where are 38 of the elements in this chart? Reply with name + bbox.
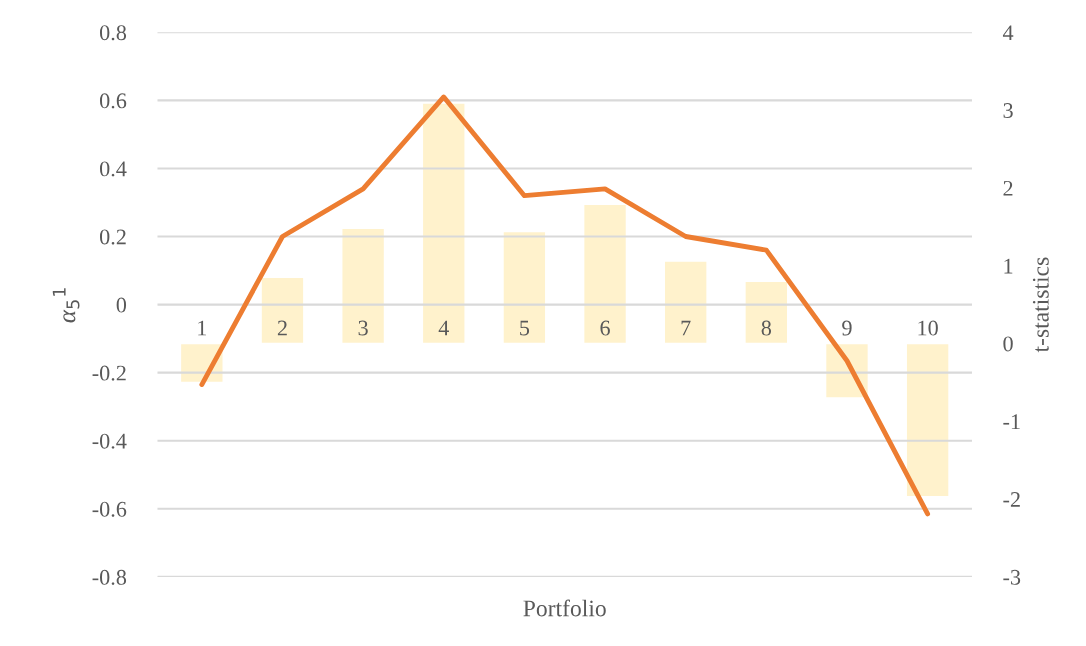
y-tick-label: 0.6: [99, 93, 127, 109]
y-tick-label: -0.4: [92, 433, 127, 449]
bar: [260, 276, 305, 345]
y-tick-label: 0.4: [99, 161, 127, 177]
x-tick-label: 2: [277, 320, 287, 336]
y2-tick-label: 4: [1002, 25, 1014, 41]
y2-tick-label: 1: [1004, 258, 1013, 274]
x-tick-label: 8: [761, 320, 772, 336]
x-tick-label: 4: [438, 320, 449, 336]
bar: [341, 227, 386, 345]
y-tick-label: -0.6: [92, 501, 127, 517]
x-tick-label: 5: [520, 320, 530, 336]
y-tick-label: -0.8: [92, 569, 127, 585]
bar: [421, 102, 466, 345]
y2-tick-label: 0: [1003, 336, 1013, 352]
bar: [582, 203, 628, 345]
x-tick-label: 3: [358, 320, 368, 336]
y-tick-label: 0.2: [99, 229, 126, 245]
y-tick-label: 0: [116, 297, 127, 313]
y2-tick-label: -1: [1003, 414, 1020, 429]
x-tick-label: 7: [681, 320, 691, 336]
y-tick-label: 0.8: [99, 25, 127, 41]
x-tick-label: 10: [918, 320, 938, 336]
y2-tick-label: 2: [1003, 180, 1013, 196]
y2-tick-label: 3: [1003, 103, 1013, 119]
x-tick-label: 6: [600, 320, 610, 336]
bar: [744, 280, 789, 345]
y-axis-title: α$_{5}$$^{1}$: [52, 288, 80, 323]
bar: [663, 260, 708, 345]
bar: [905, 342, 950, 498]
x-tick-label: 9: [842, 320, 852, 336]
x-tick-label: 1: [198, 320, 207, 336]
bar: [502, 230, 547, 345]
y-tick-label: -0.2: [92, 365, 126, 381]
y2-tick-label: -2: [1003, 492, 1020, 507]
y2-axis-title: t-statistics: [1032, 257, 1049, 353]
x-axis-title: Portfolio: [523, 599, 606, 617]
y2-tick-label: -3: [1003, 569, 1021, 585]
